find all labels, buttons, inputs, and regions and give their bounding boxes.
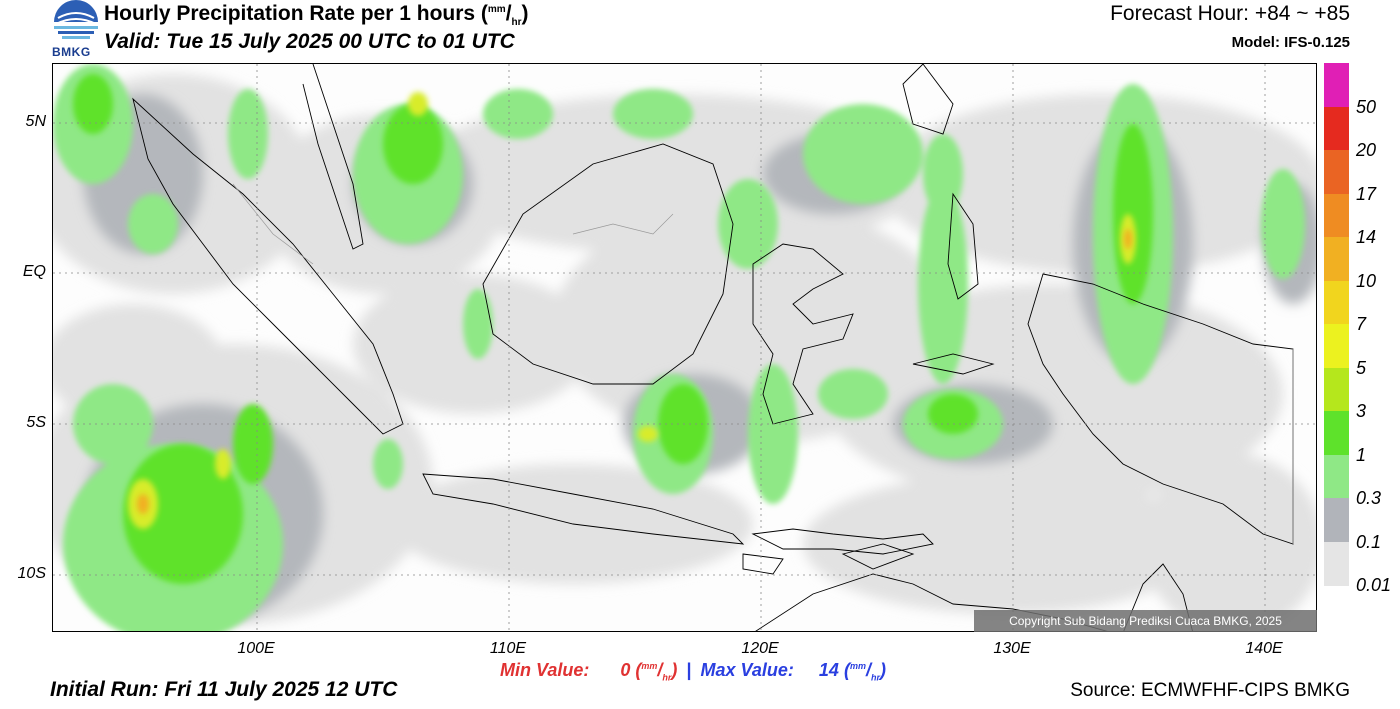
rain-field-orange bbox=[137, 229, 1132, 514]
colorbar-segment bbox=[1324, 150, 1349, 194]
colorbar-segment bbox=[1324, 106, 1349, 151]
model-label: Model: IFS-0.125 bbox=[1231, 34, 1350, 51]
colorbar-label: 1 bbox=[1356, 444, 1367, 465]
coastlines bbox=[132, 64, 1294, 631]
colorbar-segment bbox=[1324, 193, 1349, 238]
initial-run: Initial Run: Fri 11 July 2025 12 UTC bbox=[50, 678, 398, 701]
lat-label-5n: 5N bbox=[25, 113, 46, 130]
max-unit: (mm/hr) bbox=[843, 660, 886, 683]
copyright-label: Copyright Sub Bidang Prediksi Cuaca BMKG… bbox=[974, 610, 1317, 632]
min-unit: (mm/hr) bbox=[635, 660, 678, 683]
colorbar-label: 0.01 bbox=[1356, 575, 1392, 595]
colorbar-segment bbox=[1324, 367, 1349, 412]
borders bbox=[232, 183, 1294, 544]
lat-label-eq: EQ bbox=[22, 263, 46, 280]
colorbar-segment bbox=[1324, 324, 1349, 368]
colorbar-segment bbox=[1324, 541, 1349, 586]
colorbar-label: 3 bbox=[1356, 401, 1367, 421]
colorbar-label: 17 bbox=[1356, 183, 1377, 204]
colorbar-segment bbox=[1324, 498, 1349, 542]
colorbar-label: 10 bbox=[1356, 270, 1377, 291]
colorbar-segment bbox=[1324, 63, 1349, 107]
lon-label-120e: 120E bbox=[741, 640, 779, 657]
source-label: Source: ECMWFHF-CIPS BMKG bbox=[1070, 680, 1350, 701]
rain-field-green bbox=[73, 74, 1153, 584]
logo-text: BMKG bbox=[52, 45, 91, 59]
forecast-hour: Forecast Hour: +84 ~ +85 bbox=[1110, 2, 1350, 25]
max-value: 14 bbox=[818, 660, 839, 680]
colorbar-segment bbox=[1324, 454, 1349, 499]
lon-label-140e: 140E bbox=[1245, 640, 1283, 657]
lon-label-110e: 110E bbox=[489, 640, 527, 657]
lon-label-100e: 100E bbox=[237, 640, 275, 657]
colorbar-segment bbox=[1324, 280, 1349, 325]
lat-label-10s: 10S bbox=[17, 565, 46, 582]
colorbar-label: 5 bbox=[1356, 357, 1367, 378]
chart-title: Hourly Precipitation Rate per 1 hours (m… bbox=[104, 2, 529, 29]
lon-label-130e: 130E bbox=[993, 640, 1031, 657]
colorbar-label: 20 bbox=[1356, 140, 1377, 160]
bmkg-logo bbox=[50, 0, 102, 60]
min-value-label: Min Value: bbox=[500, 660, 590, 680]
map-canvas bbox=[53, 64, 1316, 631]
valid-time: Valid: Tue 15 July 2025 00 UTC to 01 UTC bbox=[104, 30, 515, 53]
colorbar-segment bbox=[1324, 411, 1349, 455]
precipitation-map bbox=[52, 63, 1317, 632]
colorbar-label: 14 bbox=[1356, 227, 1377, 247]
colorbar-label: 50 bbox=[1356, 96, 1377, 117]
colorbar-label: 0.1 bbox=[1356, 531, 1382, 552]
graticule bbox=[53, 64, 1316, 631]
min-value: 0 bbox=[620, 660, 631, 680]
lat-label-5s: 5S bbox=[26, 414, 46, 431]
colorbar-label: 7 bbox=[1356, 314, 1367, 334]
colorbar-segment bbox=[1324, 237, 1349, 281]
min-max-values: Min Value: 0 (mm/hr) | Max Value: 14 (mm… bbox=[500, 660, 886, 683]
separator: | bbox=[686, 660, 692, 680]
colorbar-label: 0.3 bbox=[1356, 488, 1382, 508]
max-value-label: Max Value: bbox=[700, 660, 794, 680]
